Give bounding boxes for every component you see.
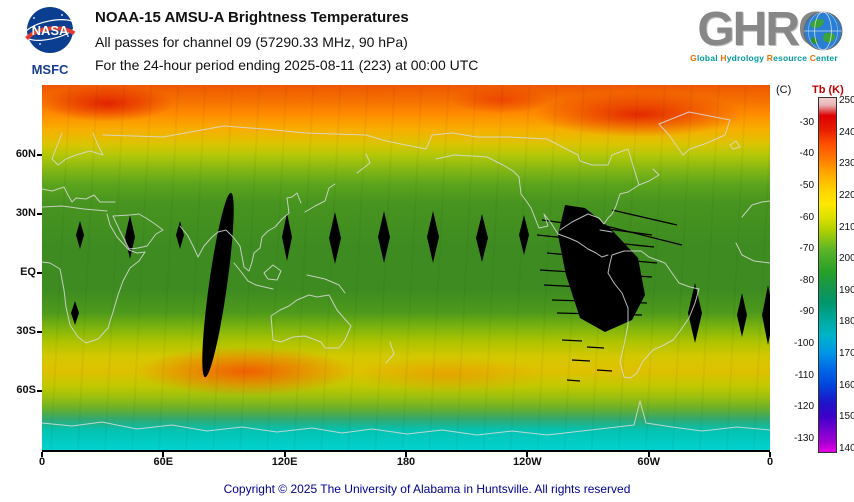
colorbar-c-tick: -110	[794, 369, 814, 381]
lat-tick-mark	[37, 212, 42, 215]
colorbar-k-tick: 240	[839, 126, 854, 138]
lon-tick-mark	[526, 452, 529, 457]
ghrc-subtitle: Global Hydrology Resource Center	[678, 53, 850, 63]
colorbar-c-tick: -80	[799, 274, 814, 286]
lon-tick-mark	[769, 452, 771, 457]
lon-tick-label: 0	[766, 456, 774, 468]
globe-icon	[802, 10, 844, 52]
map-overlay	[42, 111, 770, 436]
ghrc-subtitle-part: ydrology	[726, 53, 767, 63]
ghrc-logo-block: GHRC Global Hydrology Resource Center	[678, 2, 850, 63]
colorbar-c-tick: -50	[799, 179, 814, 191]
ghrc-subtitle-part: esource	[773, 53, 810, 63]
temperature-map	[42, 85, 770, 452]
msfc-label: MSFC	[31, 62, 69, 77]
lat-tick-label: 30S	[16, 325, 36, 337]
colorbar-k-tick: 220	[839, 189, 854, 201]
lon-tick-mark	[283, 452, 286, 457]
ghrc-subtitle-part: C	[809, 53, 817, 63]
colorbar-k-tick: 210	[839, 221, 854, 233]
orbit-icon	[23, 19, 77, 41]
colorbar-k-tick: 230	[839, 158, 854, 170]
lat-tick-label: EQ	[20, 266, 36, 278]
colorbar-c-tick: -120	[793, 401, 814, 413]
lon-tick-mark	[405, 452, 407, 457]
colorbar-k-tick: 250	[839, 95, 854, 106]
lon-tick-mark	[41, 452, 43, 457]
lat-tick-mark	[37, 390, 42, 392]
lon-tick-label: 120W	[512, 456, 542, 468]
colorbar-c-tick: -130	[793, 433, 814, 445]
lon-tick-label: 60W	[637, 456, 660, 468]
colorbar-k-tick: 190	[839, 284, 854, 296]
lat-tick-label: 60S	[16, 384, 36, 396]
ghrc-subtitle-part: lobal	[696, 53, 721, 63]
colorbar-c-tick: -70	[799, 243, 814, 255]
lat-tick-mark	[37, 272, 42, 274]
nasa-logo-block: NASA MSFC	[10, 5, 90, 77]
colorbar	[818, 97, 837, 453]
colorbar-k-tick: 180	[839, 316, 854, 328]
colorbar-celsius-header: (C)	[776, 84, 792, 96]
lon-tick-label: 180	[396, 456, 416, 468]
colorbar-kelvin-header: Tb (K)	[812, 84, 844, 96]
lat-tick-mark	[37, 153, 42, 156]
footer: Copyright © 2025 The University of Alaba…	[0, 482, 854, 496]
lon-tick-label: 120E	[271, 456, 298, 468]
title-block: NOAA-15 AMSU-A Brightness Temperatures A…	[95, 9, 478, 80]
lon-tick-label: 60E	[153, 456, 174, 468]
lat-tick-label: 60N	[15, 147, 36, 160]
swoosh-icon	[25, 26, 76, 41]
ghrc-subtitle-part: G	[690, 53, 697, 63]
lon-tick-mark	[162, 452, 165, 457]
coastlines	[42, 111, 770, 436]
lat-tick-label: 30N	[15, 206, 36, 219]
lon-tick-label: 0	[38, 456, 46, 468]
colorbar-c-tick: -60	[799, 211, 814, 223]
colorbar-k-tick: 140	[839, 443, 854, 454]
nasa-logo: NASA	[23, 7, 77, 53]
colorbar-c-tick: -40	[799, 148, 814, 160]
colorbar-c-tick: -30	[799, 116, 814, 128]
lon-tick-mark	[647, 452, 650, 457]
colorbar-c-tick: -90	[799, 306, 814, 318]
lat-tick-mark	[37, 331, 42, 333]
x-axis	[42, 450, 770, 452]
data-gap-shapes	[71, 192, 770, 382]
copyright-text: Copyright © 2025 The University of Alaba…	[223, 482, 631, 496]
ghrc-subtitle-part: R	[766, 53, 774, 63]
ghrc-subtitle-part: enter	[816, 53, 838, 63]
colorbar-k-tick: 170	[839, 348, 854, 360]
ghrc-subtitle-part: H	[720, 53, 727, 63]
nasa-wordmark: NASA	[32, 23, 69, 38]
channel-subtitle: All passes for channel 09 (57290.33 MHz,…	[95, 34, 408, 50]
ghrc-logo: GHRC	[678, 2, 850, 58]
page-title: NOAA-15 AMSU-A Brightness Temperatures	[95, 9, 409, 26]
colorbar-k-tick: 150	[839, 411, 854, 423]
period-subtitle: For the 24-hour period ending 2025-08-11…	[95, 57, 479, 73]
colorbar-k-tick: 160	[839, 379, 854, 391]
colorbar-c-tick: -100	[793, 338, 814, 350]
colorbar-k-tick: 200	[839, 253, 854, 265]
